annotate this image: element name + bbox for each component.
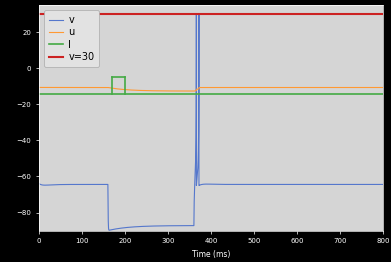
v	[310, 183, 315, 186]
u	[192, 90, 196, 93]
v	[255, 183, 260, 186]
u	[255, 86, 260, 89]
u	[161, 89, 166, 92]
v	[292, 183, 297, 186]
u	[240, 86, 245, 89]
X-axis label: Time (ms): Time (ms)	[192, 250, 230, 259]
v	[194, 13, 199, 16]
Legend: v, u, I, v=30: v, u, I, v=30	[44, 10, 99, 67]
I	[37, 92, 42, 95]
I	[37, 92, 41, 95]
v	[54, 183, 59, 186]
u	[54, 86, 59, 89]
v	[107, 229, 111, 232]
v=30	[37, 13, 42, 16]
u	[381, 86, 386, 89]
v	[381, 183, 386, 186]
v=30	[37, 13, 41, 16]
v	[161, 224, 166, 227]
v	[240, 183, 245, 186]
u	[292, 86, 296, 89]
u	[310, 86, 315, 89]
Line: v: v	[39, 14, 383, 230]
Line: u: u	[39, 88, 383, 91]
u	[37, 86, 41, 89]
v	[37, 182, 41, 185]
